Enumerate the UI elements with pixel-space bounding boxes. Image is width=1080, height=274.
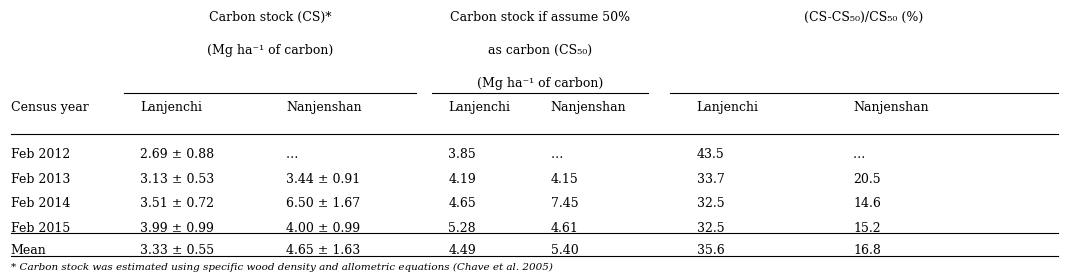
- Text: 4.49: 4.49: [448, 244, 476, 257]
- Text: Nanjenshan: Nanjenshan: [853, 101, 929, 114]
- Text: 20.5: 20.5: [853, 173, 881, 185]
- Text: Feb 2014: Feb 2014: [11, 197, 70, 210]
- Text: 33.7: 33.7: [697, 173, 725, 185]
- Text: Lanjenchi: Lanjenchi: [448, 101, 510, 114]
- Text: 3.13 ± 0.53: 3.13 ± 0.53: [140, 173, 215, 185]
- Text: Census year: Census year: [11, 101, 89, 114]
- Text: * Carbon stock was estimated using specific wood density and allometric equation: * Carbon stock was estimated using speci…: [11, 263, 553, 272]
- Text: …: …: [853, 148, 865, 161]
- Text: 4.15: 4.15: [551, 173, 579, 185]
- Text: 5.40: 5.40: [551, 244, 579, 257]
- Text: 4.65: 4.65: [448, 197, 476, 210]
- Text: 7.45: 7.45: [551, 197, 579, 210]
- Text: (Mg ha⁻¹ of carbon): (Mg ha⁻¹ of carbon): [207, 44, 333, 57]
- Text: 35.6: 35.6: [697, 244, 725, 257]
- Text: 4.61: 4.61: [551, 222, 579, 235]
- Text: Nanjenshan: Nanjenshan: [286, 101, 362, 114]
- Text: Mean: Mean: [11, 244, 46, 257]
- Text: …: …: [551, 148, 563, 161]
- Text: 32.5: 32.5: [697, 197, 725, 210]
- Text: (Mg ha⁻¹ of carbon): (Mg ha⁻¹ of carbon): [477, 77, 603, 90]
- Text: 3.44 ± 0.91: 3.44 ± 0.91: [286, 173, 361, 185]
- Text: Carbon stock (CS)*: Carbon stock (CS)*: [208, 11, 332, 24]
- Text: 14.6: 14.6: [853, 197, 881, 210]
- Text: 5.28: 5.28: [448, 222, 476, 235]
- Text: 3.33 ± 0.55: 3.33 ± 0.55: [140, 244, 215, 257]
- Text: as carbon (CS₅₀): as carbon (CS₅₀): [488, 44, 592, 57]
- Text: 43.5: 43.5: [697, 148, 725, 161]
- Text: 16.8: 16.8: [853, 244, 881, 257]
- Text: 3.85: 3.85: [448, 148, 476, 161]
- Text: Lanjenchi: Lanjenchi: [697, 101, 758, 114]
- Text: …: …: [286, 148, 298, 161]
- Text: Feb 2012: Feb 2012: [11, 148, 70, 161]
- Text: 4.19: 4.19: [448, 173, 476, 185]
- Text: 4.65 ± 1.63: 4.65 ± 1.63: [286, 244, 361, 257]
- Text: 6.50 ± 1.67: 6.50 ± 1.67: [286, 197, 361, 210]
- Text: 4.00 ± 0.99: 4.00 ± 0.99: [286, 222, 361, 235]
- Text: (CS-CS₅₀)/CS₅₀ (%): (CS-CS₅₀)/CS₅₀ (%): [805, 11, 923, 24]
- Text: 2.69 ± 0.88: 2.69 ± 0.88: [140, 148, 215, 161]
- Text: 32.5: 32.5: [697, 222, 725, 235]
- Text: 15.2: 15.2: [853, 222, 881, 235]
- Text: Feb 2015: Feb 2015: [11, 222, 70, 235]
- Text: 3.99 ± 0.99: 3.99 ± 0.99: [140, 222, 214, 235]
- Text: 3.51 ± 0.72: 3.51 ± 0.72: [140, 197, 215, 210]
- Text: Feb 2013: Feb 2013: [11, 173, 70, 185]
- Text: Nanjenshan: Nanjenshan: [551, 101, 626, 114]
- Text: Lanjenchi: Lanjenchi: [140, 101, 202, 114]
- Text: Carbon stock if assume 50%: Carbon stock if assume 50%: [450, 11, 630, 24]
